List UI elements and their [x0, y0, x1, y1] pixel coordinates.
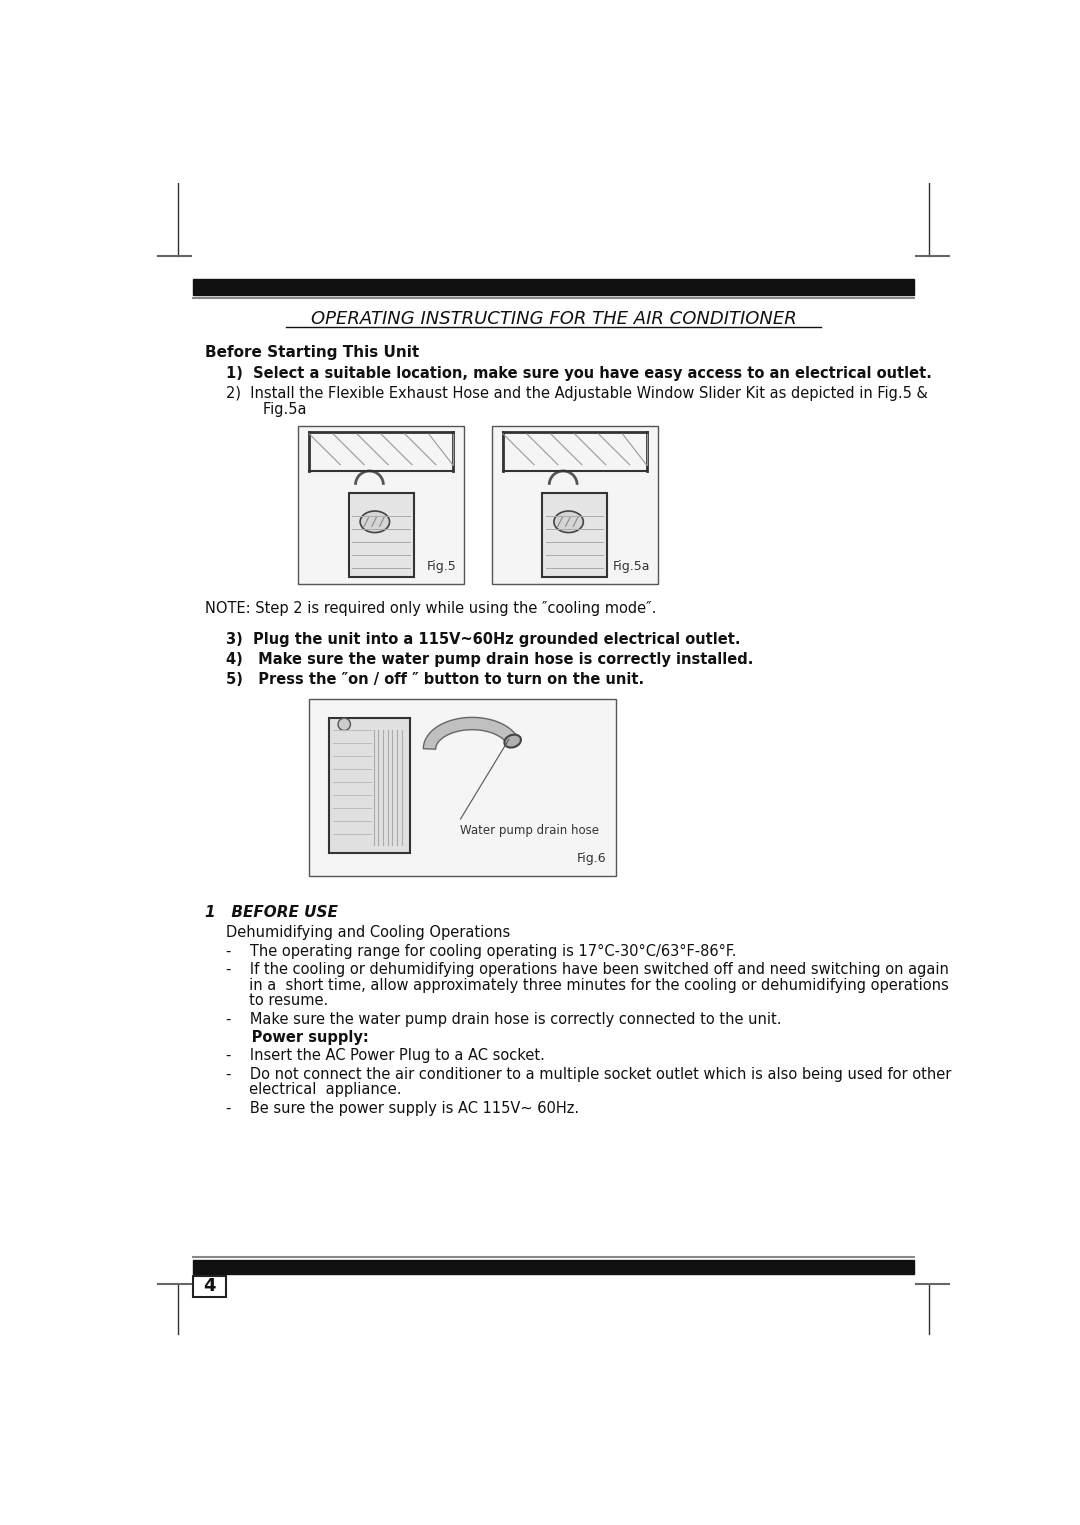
Text: 3)  Plug the unit into a 115V~60Hz grounded electrical outlet.: 3) Plug the unit into a 115V~60Hz ground… [227, 631, 741, 647]
Text: 1)  Select a suitable location, make sure you have easy access to an electrical : 1) Select a suitable location, make sure… [227, 366, 932, 381]
Bar [349, 493, 414, 578]
Text: -    Insert the AC Power Plug to a AC socket.: - Insert the AC Power Plug to a AC socke… [227, 1049, 545, 1063]
Text: in a  short time, allow approximately three minutes for the cooling or dehumidif: in a short time, allow approximately thr… [227, 978, 949, 993]
Text: Dehumidifying and Cooling Operations: Dehumidifying and Cooling Operations [227, 926, 511, 941]
Text: -    Make sure the water pump drain hose is correctly connected to the unit.: - Make sure the water pump drain hose is… [227, 1011, 782, 1026]
Text: -    Do not connect the air conditioner to a multiple socket outlet which is als: - Do not connect the air conditioner to … [227, 1068, 951, 1081]
Bar [193, 1260, 914, 1273]
Text: electrical  appliance.: electrical appliance. [227, 1083, 402, 1098]
Ellipse shape [554, 511, 583, 532]
Text: OPERATING INSTRUCTING FOR THE AIR CONDITIONER: OPERATING INSTRUCTING FOR THE AIR CONDIT… [311, 310, 796, 328]
Text: 4)   Make sure the water pump drain hose is correctly installed.: 4) Make sure the water pump drain hose i… [227, 651, 754, 666]
Text: Before Starting This Unit: Before Starting This Unit [205, 345, 419, 360]
Bar [328, 718, 410, 852]
Text: Water pump drain hose: Water pump drain hose [460, 824, 599, 837]
Bar [193, 279, 914, 294]
Text: Power supply:: Power supply: [227, 1029, 369, 1045]
Text: -    Be sure the power supply is AC 115V~ 60Hz.: - Be sure the power supply is AC 115V~ 6… [227, 1101, 580, 1116]
Ellipse shape [504, 735, 521, 747]
Bar [309, 698, 616, 875]
Text: 4: 4 [203, 1278, 216, 1295]
Text: -    If the cooling or dehumidifying operations have been switched off and need : - If the cooling or dehumidifying operat… [227, 962, 949, 978]
Circle shape [338, 718, 350, 730]
Polygon shape [423, 717, 518, 749]
Text: NOTE: Step 2 is required only while using the ″cooling mode″.: NOTE: Step 2 is required only while usin… [205, 601, 657, 616]
Text: 5)   Press the ″on / off ″ button to turn on the unit.: 5) Press the ″on / off ″ button to turn … [227, 673, 645, 686]
Text: Fig.5a: Fig.5a [227, 401, 307, 416]
Bar [491, 427, 658, 584]
Text: 1   BEFORE USE: 1 BEFORE USE [205, 906, 338, 920]
Ellipse shape [360, 511, 390, 532]
Bar [193, 1275, 226, 1298]
Text: Fig.5a: Fig.5a [612, 560, 650, 573]
Text: 2)  Install the Flexible Exhaust Hose and the Adjustable Window Slider Kit as de: 2) Install the Flexible Exhaust Hose and… [227, 386, 929, 401]
Text: Fig.6: Fig.6 [577, 852, 606, 865]
Text: Fig.5: Fig.5 [427, 560, 457, 573]
Text: -    The operating range for cooling operating is 17°C-30°C/63°F-86°F.: - The operating range for cooling operat… [227, 944, 737, 959]
Bar [298, 427, 464, 584]
Text: to resume.: to resume. [227, 993, 328, 1008]
Bar [542, 493, 607, 578]
